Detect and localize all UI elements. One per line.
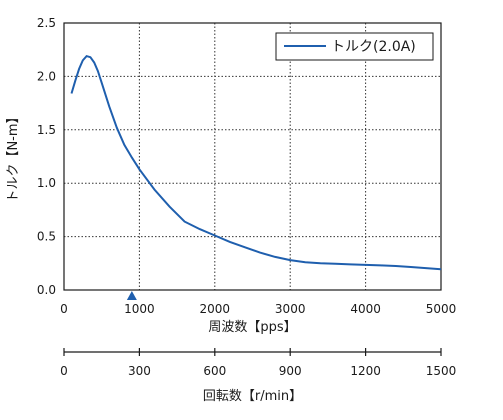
secondary-tick-label: 900 xyxy=(279,364,302,378)
y-tick-labels: 0.0 0.5 1.0 1.5 2.0 2.5 xyxy=(37,16,56,297)
x-tick-labels: 0 1000 2000 3000 4000 5000 xyxy=(60,302,456,316)
secondary-tick-label: 1500 xyxy=(426,364,457,378)
plot-frame xyxy=(63,22,442,291)
x-tick-label: 0 xyxy=(60,302,68,316)
y-tick-label: 1.0 xyxy=(37,176,56,190)
x-tick-label: 2000 xyxy=(200,302,231,316)
legend: トルク(2.0A) xyxy=(275,32,434,61)
y-tick-label: 1.5 xyxy=(37,123,56,137)
y-tick-label: 2.5 xyxy=(37,16,56,30)
x-tick-label: 3000 xyxy=(275,302,306,316)
secondary-axis-ticks: 0 300 600 900 1200 1500 xyxy=(60,348,456,378)
secondary-tick-label: 600 xyxy=(203,364,226,378)
marker-triangle xyxy=(126,291,137,300)
x-tick-label: 5000 xyxy=(426,302,457,316)
series-line-torque xyxy=(70,54,442,271)
y-tick-label: 0.5 xyxy=(37,230,56,244)
secondary-x-axis: 0 300 600 900 1200 1500 回転数【r/min】 xyxy=(60,348,456,404)
y-axis-title: トルク【N-m】 xyxy=(6,110,21,202)
x-tick-label: 4000 xyxy=(350,302,381,316)
legend-label: トルク(2.0A) xyxy=(331,39,416,55)
x-axis-title: 周波数【pps】 xyxy=(208,320,296,335)
y-tick-label: 2.0 xyxy=(37,69,56,83)
grid-lines xyxy=(64,23,441,290)
secondary-tick-label: 300 xyxy=(128,364,151,378)
x-tick-label: 1000 xyxy=(124,302,155,316)
secondary-x-axis-title: 回転数【r/min】 xyxy=(203,389,302,404)
secondary-tick-label: 1200 xyxy=(350,364,381,378)
y-tick-label: 0.0 xyxy=(37,283,56,297)
secondary-tick-label: 0 xyxy=(60,364,68,378)
